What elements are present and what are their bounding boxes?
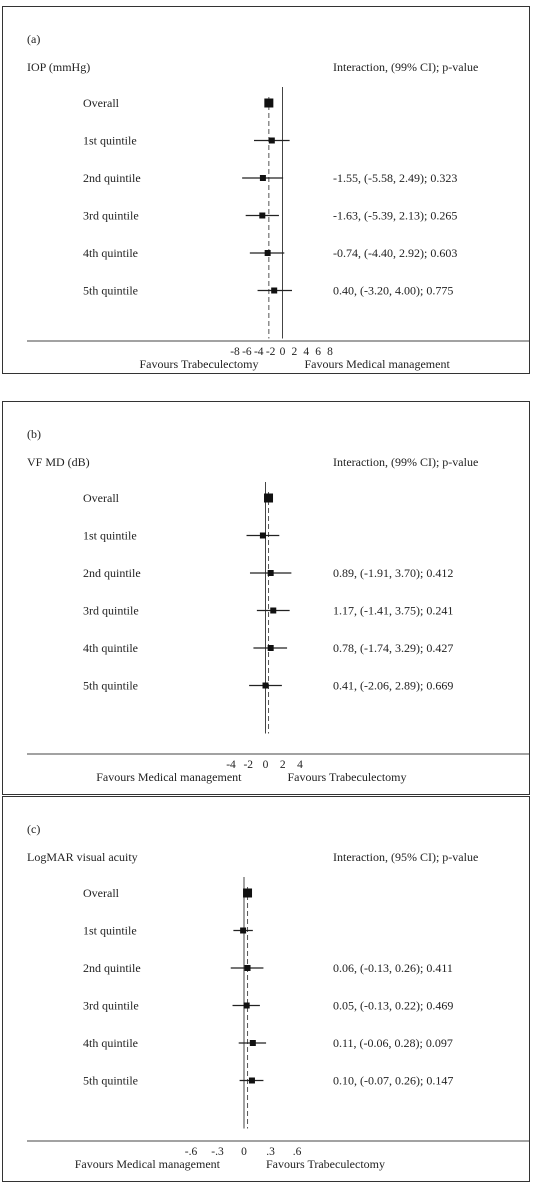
tick-label: -2 <box>243 759 253 771</box>
point-estimate <box>264 250 271 256</box>
row-label: Overall <box>83 96 120 110</box>
row-label: 3rd quintile <box>83 604 139 618</box>
tick-label: 4 <box>297 759 303 771</box>
row-label: 1st quintile <box>83 529 137 543</box>
forest-panel-b: (b) VF MD (dB) Interaction, (99% CI); p-va… <box>2 401 530 795</box>
tick-label: .3 <box>266 1146 275 1158</box>
row-label: 2nd quintile <box>83 566 141 580</box>
row-label: 2nd quintile <box>83 961 141 975</box>
row-label: 4th quintile <box>83 641 138 655</box>
forest-panel-c: (c) LogMAR visual acuity Interaction, (95%… <box>2 796 530 1182</box>
row-label: 3rd quintile <box>83 999 139 1013</box>
point-estimate <box>240 927 247 934</box>
tick-label: -8 <box>230 346 240 358</box>
favours-left: Favours Trabeculectomy <box>140 357 259 371</box>
point-estimate <box>249 1040 256 1046</box>
tick-label: 0 <box>280 346 286 358</box>
favours-right: Favours Medical management <box>305 357 451 371</box>
row-label: Overall <box>83 886 120 900</box>
point-estimate <box>243 888 253 898</box>
point-estimate <box>268 137 275 144</box>
point-estimate <box>259 175 266 181</box>
forest-svg-c: (c) LogMAR visual acuity Interaction, (95%… <box>27 822 529 1171</box>
interaction-header: Interaction, (95% CI); p-value <box>333 850 478 864</box>
point-estimate <box>259 212 266 219</box>
tick-label: 2 <box>292 346 298 358</box>
tick-label: -6 <box>242 346 252 358</box>
tick-label: 2 <box>280 759 286 771</box>
favours-right: Favours Trabeculectomy <box>288 770 407 784</box>
tick-label: -2 <box>266 346 276 358</box>
tick-label: .6 <box>293 1146 302 1158</box>
interaction-value: -0.74, (-4.40, 2.92); 0.603 <box>333 246 457 260</box>
point-estimate <box>259 532 266 539</box>
point-estimate <box>244 965 251 971</box>
point-estimate <box>243 1002 250 1009</box>
point-estimate <box>262 682 269 689</box>
point-estimate <box>267 645 274 651</box>
forest-svg-b: (b) VF MD (dB) Interaction, (99% CI); p-va… <box>27 427 529 784</box>
point-estimate <box>264 493 274 503</box>
row-label: 4th quintile <box>83 1036 138 1050</box>
interaction-value: -1.63, (-5.39, 2.13); 0.265 <box>333 209 457 223</box>
point-estimate <box>270 607 277 614</box>
point-estimate <box>271 287 278 294</box>
measure-title: VF MD (dB) <box>27 455 90 469</box>
measure-title: IOP (mmHg) <box>27 60 90 74</box>
tick-label: -4 <box>254 346 264 358</box>
interaction-value: -1.55, (-5.58, 2.49); 0.323 <box>333 171 457 185</box>
tick-label: 4 <box>303 346 309 358</box>
interaction-value: 0.05, (-0.13, 0.22); 0.469 <box>333 999 453 1013</box>
row-label: 3rd quintile <box>83 209 139 223</box>
interaction-header: Interaction, (99% CI); p-value <box>333 60 478 74</box>
tick-label: -.6 <box>185 1146 198 1158</box>
point-estimate <box>248 1077 255 1084</box>
row-label: 1st quintile <box>83 134 137 148</box>
favours-right: Favours Trabeculectomy <box>266 1157 385 1171</box>
interaction-value: 0.10, (-0.07, 0.26); 0.147 <box>333 1074 453 1088</box>
tick-label: 0 <box>263 759 269 771</box>
point-estimate <box>264 98 274 108</box>
interaction-header: Interaction, (99% CI); p-value <box>333 455 478 469</box>
point-estimate <box>267 570 274 576</box>
interaction-value: 0.40, (-3.20, 4.00); 0.775 <box>333 284 453 298</box>
interaction-value: 0.11, (-0.06, 0.28); 0.097 <box>333 1036 453 1050</box>
row-label: 5th quintile <box>83 679 138 693</box>
tick-label: -.3 <box>211 1146 224 1158</box>
favours-left: Favours Medical management <box>96 770 242 784</box>
interaction-value: 1.17, (-1.41, 3.75); 0.241 <box>333 604 453 618</box>
favours-left: Favours Medical management <box>75 1157 221 1171</box>
tick-label: 0 <box>241 1146 247 1158</box>
measure-title: LogMAR visual acuity <box>27 850 138 864</box>
row-label: 5th quintile <box>83 284 138 298</box>
interaction-value: 0.78, (-1.74, 3.29); 0.427 <box>333 641 453 655</box>
forest-panel-a: (a) IOP (mmHg) Interaction, (99% CI); p-va… <box>2 6 530 374</box>
row-label: 1st quintile <box>83 924 137 938</box>
panel-label: (a) <box>27 32 40 46</box>
forest-svg-a: (a) IOP (mmHg) Interaction, (99% CI); p-va… <box>27 32 529 371</box>
tick-label: 6 <box>315 346 321 358</box>
tick-label: 8 <box>327 346 333 358</box>
interaction-value: 0.41, (-2.06, 2.89); 0.669 <box>333 679 453 693</box>
row-label: 4th quintile <box>83 246 138 260</box>
tick-label: -4 <box>226 759 236 771</box>
interaction-value: 0.89, (-1.91, 3.70); 0.412 <box>333 566 453 580</box>
panel-label: (c) <box>27 822 40 836</box>
row-label: Overall <box>83 491 120 505</box>
row-label: 2nd quintile <box>83 171 141 185</box>
interaction-value: 0.06, (-0.13, 0.26); 0.411 <box>333 961 453 975</box>
panel-label: (b) <box>27 427 41 441</box>
row-label: 5th quintile <box>83 1074 138 1088</box>
